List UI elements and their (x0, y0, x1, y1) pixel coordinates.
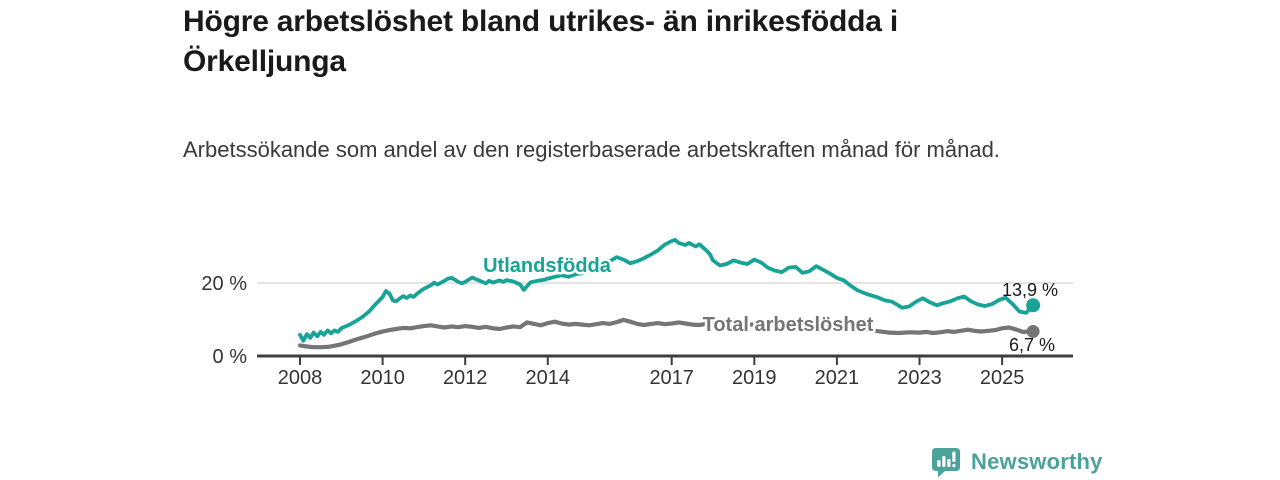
end-label-utlandsfodda: 13,9 % (1002, 280, 1058, 300)
chart-subtitle: Arbetssökande som andel av den registerb… (183, 137, 1000, 162)
series-line-utlandsfodda (298, 238, 1035, 343)
x-tick-label: 2014 (526, 367, 571, 389)
icon-bar-3 (947, 458, 951, 467)
icon-bar-2 (942, 455, 946, 467)
series-line-total-arbetsloshet (297, 317, 1036, 350)
x-tick-label: 2010 (360, 367, 405, 389)
end-dot-total-arbetsloshet (1026, 325, 1040, 338)
y-axis-label-20: 20 % (201, 273, 247, 295)
series-label-total-arbetsloshet: Total arbetslöshet (703, 314, 874, 336)
x-tick-label: 2019 (732, 367, 777, 389)
x-tick-label: 2017 (649, 367, 694, 389)
x-axis-ticks: 2008 2010 2012 2014 2017 2019 2021 2023 2025 (278, 356, 1025, 389)
end-dot-utlandsfodda (1026, 298, 1041, 313)
icon-bar-1 (937, 459, 941, 467)
newsworthy-logo-text: Newsworthy (971, 449, 1103, 474)
x-tick-label: 2008 (278, 367, 323, 389)
x-tick-label: 2012 (443, 367, 488, 389)
bar-chart-speech-bubble-icon (932, 447, 960, 477)
x-tick-label: 2021 (815, 367, 860, 389)
x-tick-label: 2023 (897, 367, 942, 389)
icon-exclamation-dot (952, 463, 956, 467)
series-label-utlandsfodda: Utlandsfödda (483, 255, 612, 277)
icon-exclamation-bar (952, 451, 956, 462)
chart-title: Högre arbetslöshet bland utrikes- än inr… (183, 2, 1083, 82)
end-label-total-arbetsloshet: 6,7 % (1009, 335, 1055, 355)
x-tick-label: 2025 (980, 367, 1025, 389)
chart-title-line1: Högre arbetslöshet bland utrikes- än inr… (183, 5, 898, 38)
y-axis-label-0: 0 % (213, 346, 248, 368)
newsworthy-logo: Newsworthy (931, 446, 1103, 478)
chart-title-line2: Örkelljunga (183, 45, 346, 78)
